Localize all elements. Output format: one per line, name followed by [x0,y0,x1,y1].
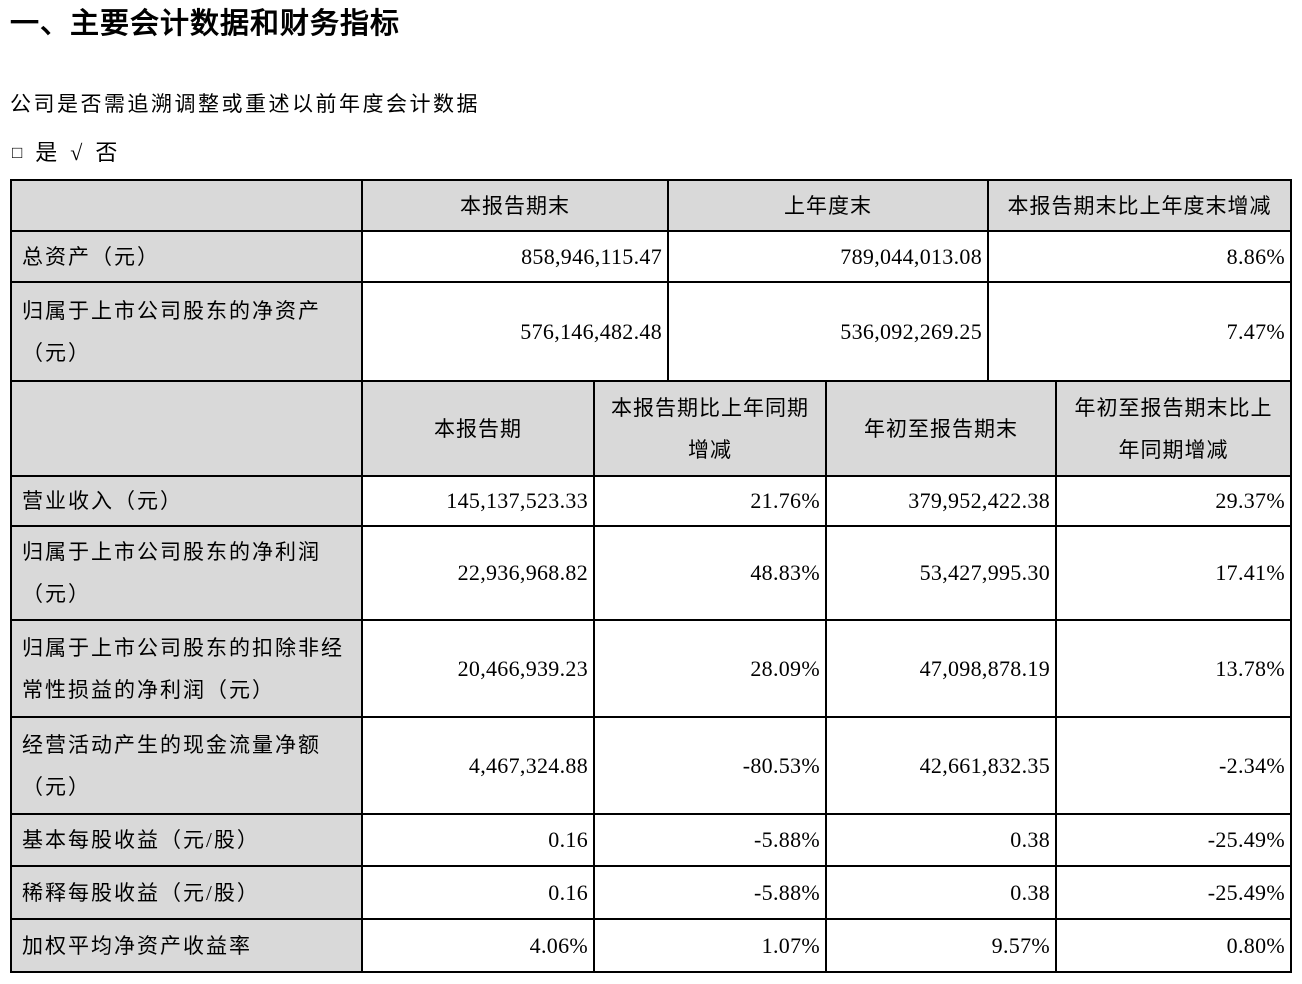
row-label: 经营活动产生的现金流量净额 （元） [10,716,363,816]
cell-value: 47,098,878.19 [825,619,1057,719]
cell-value: -5.88% [593,813,827,868]
no-label: 否 [95,139,118,165]
cell-value: 8.86% [987,230,1292,284]
header-yoy-change: 本报告期比上年同期 增减 [593,380,827,478]
cell-value: 1.07% [593,918,827,974]
row-label: 归属于上市公司股东的净资产 （元） [10,281,363,383]
header-period-end-change: 本报告期末比上年度末增减 [987,179,1292,233]
table-header-row: 本报告期 本报告期比上年同期 增减 年初至报告期末 年初至报告期末比上 年同期增… [10,380,1292,478]
cell-value: 53,427,995.30 [825,525,1057,622]
cell-value: 0.38 [825,813,1057,868]
cell-value: 22,936,968.82 [361,525,595,622]
header-prior-year-end: 上年度末 [667,179,989,233]
table-row: 经营活动产生的现金流量净额 （元） 4,467,324.88 -80.53% 4… [10,716,1292,816]
cell-value: 0.38 [825,865,1057,921]
cell-value: 13.78% [1055,619,1292,719]
cell-value: 4.06% [361,918,595,974]
row-label: 加权平均净资产收益率 [10,918,363,974]
cell-value: 42,661,832.35 [825,716,1057,816]
cell-value: 20,466,939.23 [361,619,595,719]
table-row: 归属于上市公司股东的净利润 （元） 22,936,968.82 48.83% 5… [10,525,1292,622]
corner-cell [10,179,363,233]
table-row: 归属于上市公司股东的扣除非经常性损益的净利润（元） 20,466,939.23 … [10,619,1292,719]
corner-cell [10,380,363,478]
cell-value: 858,946,115.47 [361,230,669,284]
checkbox-unchecked-icon: □ [12,143,23,163]
cell-value: 0.80% [1055,918,1292,974]
table-row: 加权平均净资产收益率 4.06% 1.07% 9.57% 0.80% [10,918,1292,974]
cell-value: 0.16 [361,865,595,921]
cell-value: 17.41% [1055,525,1292,622]
cell-value: 379,952,422.38 [825,475,1057,528]
cell-value: 576,146,482.48 [361,281,669,383]
cell-value: 0.16 [361,813,595,868]
table-header-row: 本报告期末 上年度末 本报告期末比上年度末增减 [10,179,1292,233]
cell-value: 7.47% [987,281,1292,383]
header-current-period: 本报告期 [361,380,595,478]
cell-value: 48.83% [593,525,827,622]
cell-value: 4,467,324.88 [361,716,595,816]
year-to-date-table: 本报告期 本报告期比上年同期 增减 年初至报告期末 年初至报告期末比上 年同期增… [10,380,1292,974]
cell-value: -5.88% [593,865,827,921]
restatement-question: 公司是否需追溯调整或重述以前年度会计数据 [10,92,480,117]
cell-value: 9.57% [825,918,1057,974]
row-label: 稀释每股收益（元/股） [10,865,363,921]
table-row: 稀释每股收益（元/股） 0.16 -5.88% 0.38 -25.49% [10,865,1292,921]
table-row: 归属于上市公司股东的净资产 （元） 576,146,482.48 536,092… [10,281,1292,383]
row-label: 归属于上市公司股东的扣除非经常性损益的净利润（元） [10,619,363,719]
period-end-table: 本报告期末 上年度末 本报告期末比上年度末增减 总资产（元） 858,946,1… [10,179,1292,383]
table-row: 基本每股收益（元/股） 0.16 -5.88% 0.38 -25.49% [10,813,1292,868]
header-ytd-yoy-change: 年初至报告期末比上 年同期增减 [1055,380,1292,478]
cell-value: -25.49% [1055,865,1292,921]
cell-value: -80.53% [593,716,827,816]
cell-value: 145,137,523.33 [361,475,595,528]
table-row: 营业收入（元） 145,137,523.33 21.76% 379,952,42… [10,475,1292,528]
cell-value: -2.34% [1055,716,1292,816]
section-title: 一、主要会计数据和财务指标 [10,8,401,40]
cell-value: 536,092,269.25 [667,281,989,383]
table-row: 总资产（元） 858,946,115.47 789,044,013.08 8.8… [10,230,1292,284]
cell-value: 21.76% [593,475,827,528]
row-label: 基本每股收益（元/股） [10,813,363,868]
row-label: 归属于上市公司股东的净利润 （元） [10,525,363,622]
row-label: 营业收入（元） [10,475,363,528]
cell-value: 29.37% [1055,475,1292,528]
header-ytd: 年初至报告期末 [825,380,1057,478]
yes-label: 是 [35,139,58,165]
header-current-period-end: 本报告期末 [361,179,669,233]
row-label: 总资产（元） [10,230,363,284]
yes-no-checkline: □ 是 √ 否 [12,138,1290,168]
cell-value: 28.09% [593,619,827,719]
cell-value: 789,044,013.08 [667,230,989,284]
cell-value: -25.49% [1055,813,1292,868]
checkmark-icon: √ [70,139,83,165]
